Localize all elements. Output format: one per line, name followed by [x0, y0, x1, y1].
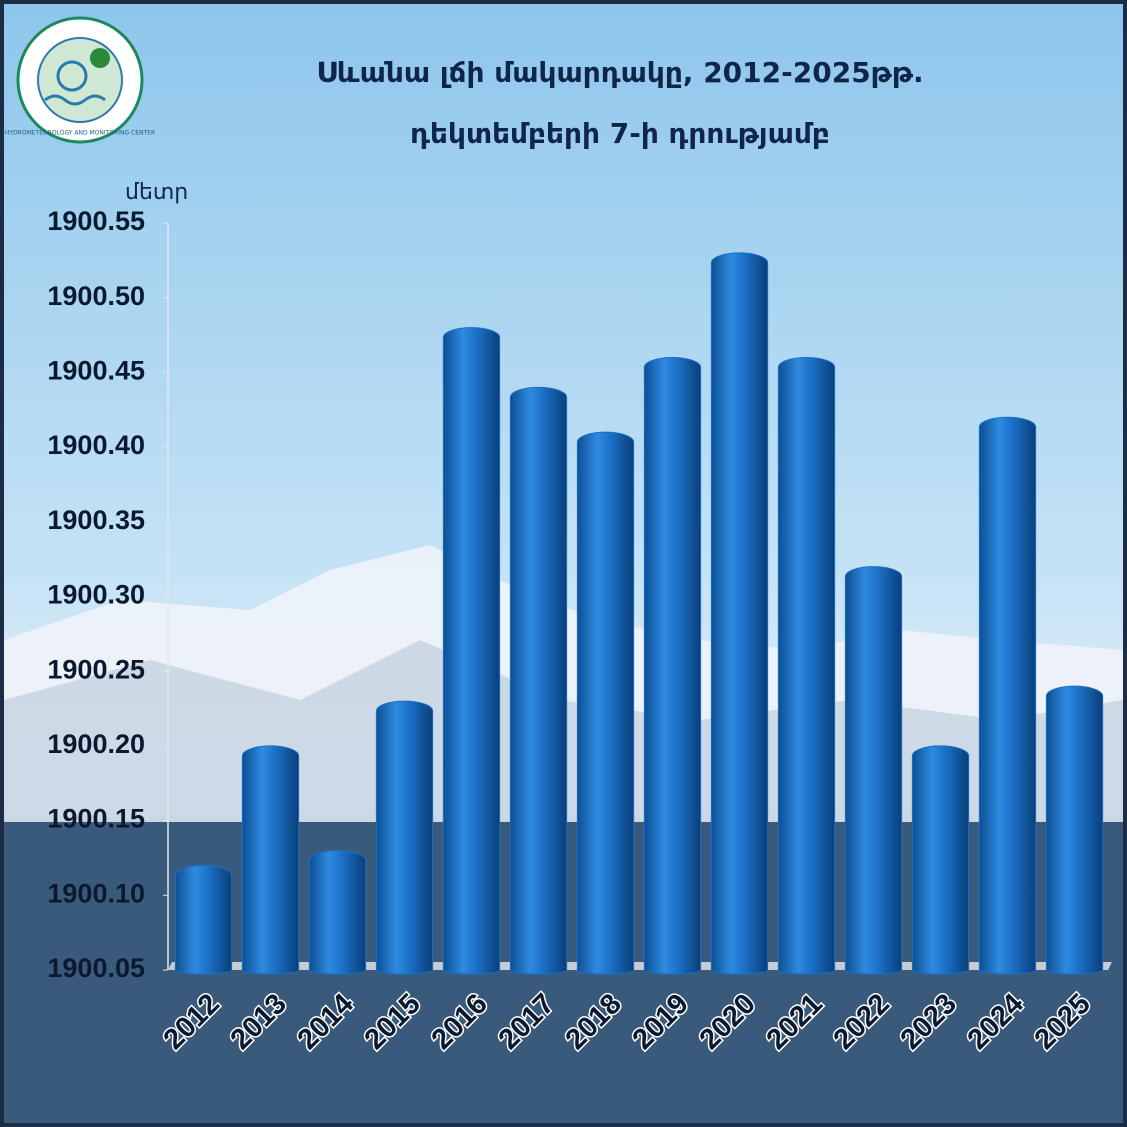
y-tick-label: 1900.05 [47, 953, 145, 983]
y-tick-label: 1900.45 [47, 356, 145, 386]
y-tick-label: 1900.40 [47, 430, 145, 460]
chart-subtitle: դեկտեմբերի 7-ի դրությամբ [410, 117, 830, 150]
y-tick-label: 1900.10 [47, 878, 145, 908]
bar [174, 864, 233, 975]
y-tick-label: 1900.25 [47, 654, 145, 684]
bar [911, 745, 970, 975]
bar [978, 416, 1037, 975]
y-tick-label: 1900.50 [47, 281, 145, 311]
bar [844, 566, 903, 975]
logo-text: HYDROMETEOROLOGY AND MONITORING CENTER [5, 130, 155, 137]
bar [509, 386, 568, 975]
bar [710, 252, 769, 975]
bar [576, 431, 635, 975]
y-tick-label: 1900.35 [47, 505, 145, 535]
y-tick-label: 1900.30 [47, 580, 145, 610]
y-tick-label: 1900.20 [47, 729, 145, 759]
logo: HYDROMETEOROLOGY AND MONITORING CENTER [5, 16, 155, 144]
y-tick-label: 1900.55 [47, 206, 145, 236]
bar [1045, 685, 1104, 975]
bar [241, 745, 300, 975]
bar [442, 327, 501, 975]
bar [643, 356, 702, 975]
y-axis-label: մետր [125, 180, 188, 205]
bar [777, 356, 836, 975]
y-tick-label: 1900.15 [47, 804, 145, 834]
bar [308, 849, 367, 975]
bar [375, 700, 434, 975]
chart-title: Սևանա լճի մակարդակը, 2012-2025թթ. [316, 56, 923, 89]
